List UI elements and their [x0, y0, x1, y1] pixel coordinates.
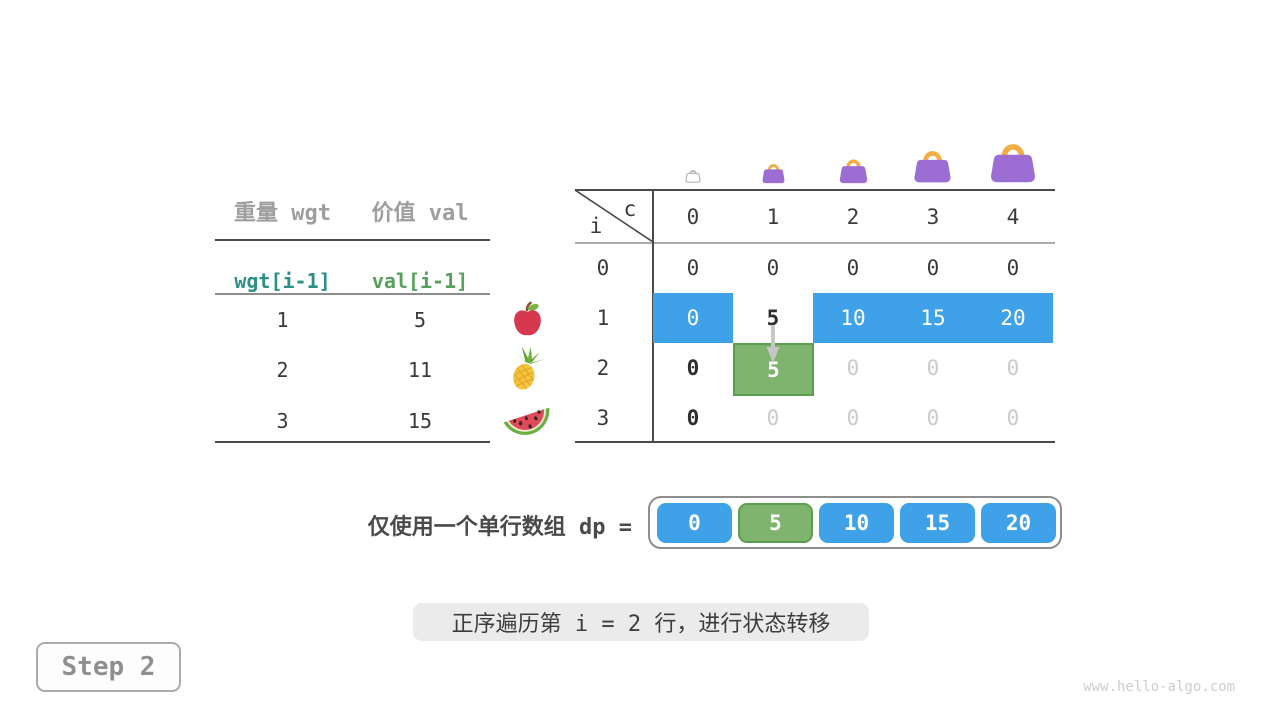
dp-col-header: 4 [1006, 205, 1020, 229]
bag-icon-capacity-3 [914, 151, 951, 183]
dp-row-header: 1 [596, 306, 610, 330]
dp-array-value: 10 [819, 502, 894, 543]
watermark-url: www.hello-algo.com [1083, 679, 1235, 695]
dp-cell: 0 [846, 256, 860, 280]
items-table-subheader-wgt: wgt[i-1] [234, 269, 331, 293]
dp-grid-header-divider [575, 242, 1055, 244]
dp-grid-corner-row-var: i [589, 214, 603, 238]
items-table-divider-mid [215, 293, 490, 295]
dp-array-container: 0 5 10 15 20 [648, 496, 1062, 549]
step-badge: Step 2 [36, 642, 181, 692]
item-weight: 3 [276, 409, 289, 433]
items-table-header-value: 价值 val [371, 201, 469, 226]
dp-array-value-highlighted: 5 [738, 502, 813, 543]
watermelon-icon [503, 407, 550, 435]
dp-cell-pending: 0 [846, 406, 860, 430]
bag-icon-capacity-4 [991, 144, 1035, 183]
bag-icon-capacity-1 [762, 164, 785, 184]
dp-row-header: 2 [596, 356, 610, 380]
dp-row-header: 0 [596, 256, 610, 280]
items-table-header-weight: 重量 wgt [234, 201, 331, 226]
bag-icon-capacity-2 [839, 159, 868, 184]
item-value: 11 [407, 358, 433, 382]
apple-icon [514, 301, 541, 336]
dp-array-value: 15 [900, 502, 975, 543]
dp-cell-pending: 0 [1006, 406, 1020, 430]
dp-cell: 0 [926, 256, 940, 280]
dp-cell-pending: 0 [926, 406, 940, 430]
bag-icon-capacity-0 [685, 170, 701, 183]
dp-cell-pending: 0 [1006, 356, 1020, 380]
dp-cell: 0 [686, 406, 700, 430]
items-table-divider-top [215, 239, 490, 241]
dp-cell-highlighted-blue: 0 [653, 293, 733, 343]
dp-cell-highlighted-blue: 10 [813, 293, 893, 343]
dp-grid-corner-col-var: c [623, 197, 637, 221]
dp-cell-pending: 0 [846, 356, 860, 380]
dp-array-label: 仅使用一个单行数组 dp = [367, 515, 632, 540]
dp-cell-highlighted-blue: 20 [973, 293, 1053, 343]
dp-row-header: 3 [596, 406, 610, 430]
dp-array-value: 0 [657, 502, 732, 543]
caption-text: 正序遍历第 i = 2 行，进行状态转移 [413, 603, 869, 641]
dp-grid-corner-diagonal [575, 190, 653, 242]
dp-cell: 0 [1006, 256, 1020, 280]
items-table-subheader-val: val[i-1] [371, 269, 469, 293]
dp-array-value: 20 [981, 502, 1056, 543]
dp-grid-bottom-border [575, 441, 1055, 443]
dp-col-header: 1 [766, 205, 780, 229]
dp-grid-top-border [575, 189, 1055, 191]
item-value: 5 [413, 308, 427, 332]
state-transition-arrow-icon [766, 325, 780, 363]
dp-col-header: 2 [846, 205, 860, 229]
pineapple-icon [513, 346, 545, 390]
dp-cell-highlighted-blue: 15 [893, 293, 973, 343]
dp-cell-source: 5 [766, 306, 780, 330]
item-weight: 2 [276, 358, 289, 382]
item-value: 15 [407, 409, 433, 433]
dp-cell-pending: 0 [926, 356, 940, 380]
items-table-divider-bottom [215, 441, 490, 443]
item-weight: 1 [276, 308, 289, 332]
dp-col-header: 3 [926, 205, 940, 229]
dp-cell: 0 [686, 356, 700, 380]
dp-cell: 0 [686, 256, 700, 280]
dp-cell-pending: 0 [766, 406, 780, 430]
dp-cell: 0 [766, 256, 780, 280]
dp-col-header: 0 [686, 205, 700, 229]
